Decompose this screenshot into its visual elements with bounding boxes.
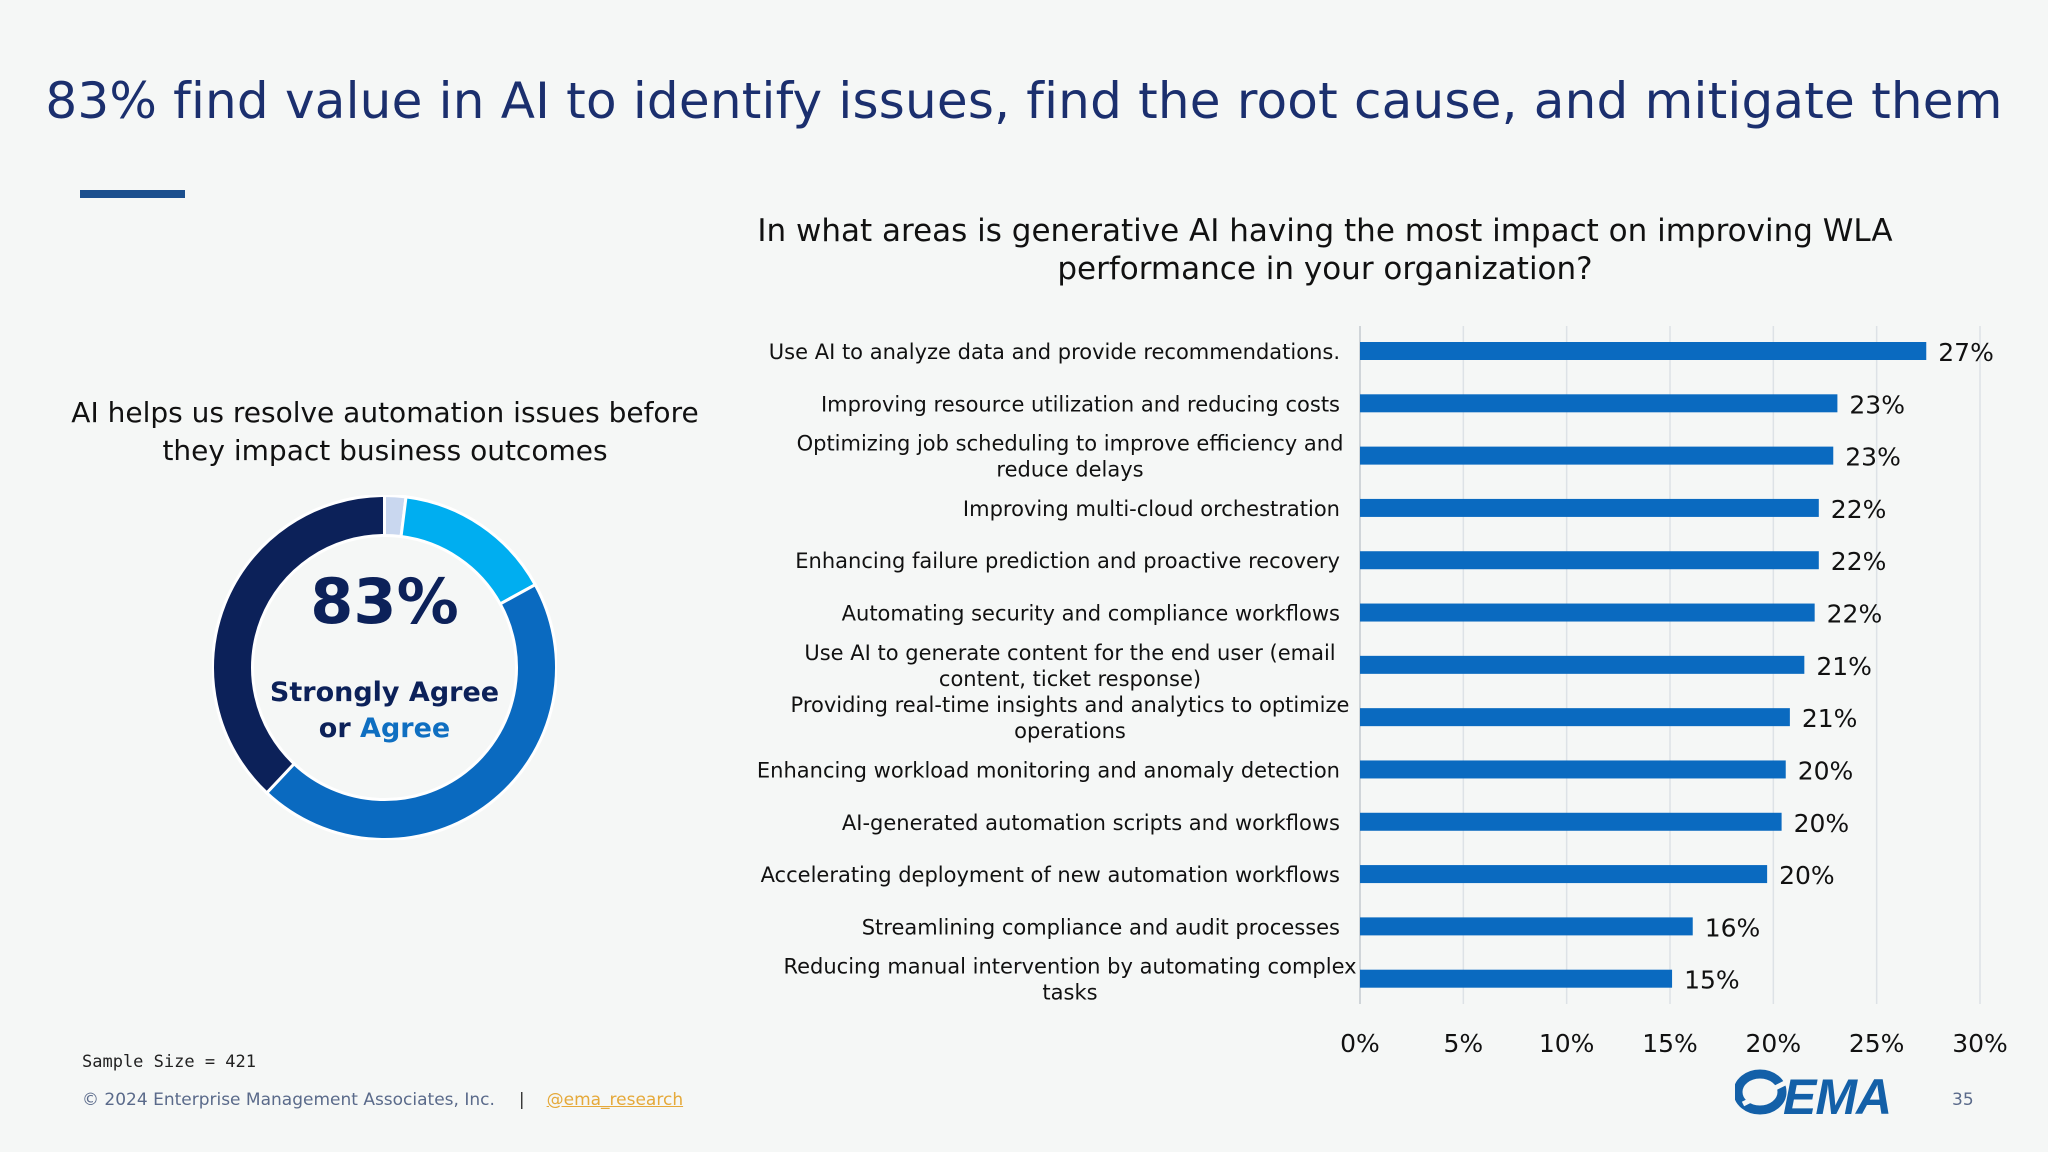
bar-value-label: 20% <box>1779 861 1835 890</box>
category-label: Accelerating deployment of new automatio… <box>761 863 1340 887</box>
donut-segment <box>211 493 386 796</box>
donut-label-line1: Strongly Agree <box>269 677 500 708</box>
x-tick-label: 20% <box>1746 1029 1802 1058</box>
bar-value-label: 23% <box>1845 443 1901 472</box>
bar <box>1360 655 1805 674</box>
donut-caption: AI helps us resolve automation issues be… <box>70 394 700 470</box>
bar <box>1360 498 1819 517</box>
bar-value-label: 22% <box>1831 495 1887 524</box>
bar <box>1360 603 1815 622</box>
category-label: Improving multi-cloud orchestration <box>963 497 1340 521</box>
bar-value-label: 21% <box>1816 652 1872 681</box>
footer: © 2024 Enterprise Management Associates,… <box>82 1090 683 1110</box>
donut-caption-line2: they impact business outcomes <box>162 434 608 467</box>
category-label: Providing real-time insights and analyti… <box>791 693 1350 743</box>
bar <box>1360 865 1768 884</box>
donut-caption-line1: AI helps us resolve automation issues be… <box>71 396 699 429</box>
x-tick-label: 15% <box>1642 1029 1698 1058</box>
bar <box>1360 812 1782 831</box>
donut-label-line2: or Agree <box>212 711 557 747</box>
bar <box>1360 760 1786 779</box>
ema-logo: EMA <box>1735 1064 1910 1126</box>
category-label: Use AI to analyze data and provide recom… <box>769 340 1340 364</box>
category-label: Enhancing workload monitoring and anomal… <box>757 758 1340 782</box>
category-label: Use AI to generate content for the end u… <box>804 641 1335 691</box>
category-label: AI-generated automation scripts and work… <box>842 811 1340 835</box>
bar <box>1360 551 1819 570</box>
donut-center-label: Strongly Agree or Agree <box>212 675 557 747</box>
category-label: Enhancing failure prediction and proacti… <box>795 549 1340 573</box>
bar-value-label: 22% <box>1827 600 1883 629</box>
bar <box>1360 917 1693 936</box>
x-tick-label: 10% <box>1539 1029 1595 1058</box>
x-tick-label: 25% <box>1849 1029 1905 1058</box>
footer-separator: | <box>518 1090 525 1110</box>
donut-label-agree: Agree <box>360 713 451 744</box>
logo-text: EMA <box>1783 1069 1892 1125</box>
donut-segment <box>264 582 559 842</box>
bar <box>1360 342 1927 360</box>
sample-size: Sample Size = 421 <box>82 1052 256 1072</box>
page-number: 35 <box>1952 1090 1974 1110</box>
bar-value-label: 16% <box>1705 913 1761 942</box>
category-label: Optimizing job scheduling to improve eff… <box>797 432 1344 482</box>
bar-value-label: 20% <box>1794 809 1850 838</box>
category-label: Automating security and compliance workf… <box>842 602 1340 626</box>
bar-value-label: 27% <box>1938 338 1994 367</box>
donut-chart: 83% Strongly Agree or Agree <box>211 493 559 842</box>
copyright-text: © 2024 Enterprise Management Associates,… <box>82 1090 495 1110</box>
slide-title: 83% find value in AI to identify issues,… <box>45 72 2003 130</box>
donut-svg <box>211 493 559 842</box>
category-label: Improving resource utilization and reduc… <box>821 392 1340 416</box>
donut-center-value: 83% <box>310 565 459 638</box>
bar <box>1360 969 1673 988</box>
bar <box>1360 446 1834 465</box>
x-tick-label: 0% <box>1340 1029 1380 1058</box>
bar-value-label: 21% <box>1802 704 1858 733</box>
bar-value-label: 15% <box>1684 966 1740 995</box>
bar <box>1360 708 1790 727</box>
chart-question-line2: performance in your organization? <box>1057 251 1593 287</box>
social-handle-link[interactable]: @ema_research <box>546 1090 684 1110</box>
ema-swoosh-icon <box>1735 1069 1789 1115</box>
donut-label-or: or <box>318 713 361 744</box>
bar <box>1360 394 1838 413</box>
category-label: Reducing manual intervention by automati… <box>783 955 1356 1005</box>
x-tick-label: 5% <box>1443 1029 1483 1058</box>
category-label: Streamlining compliance and audit proces… <box>862 915 1340 939</box>
bar-value-label: 20% <box>1798 756 1854 785</box>
chart-question-line1: In what areas is generative AI having th… <box>757 213 1893 249</box>
title-accent-bar <box>80 190 185 198</box>
bar-value-label: 23% <box>1849 390 1905 419</box>
bar-value-label: 22% <box>1831 547 1887 576</box>
x-tick-label: 30% <box>1952 1029 2008 1058</box>
chart-question: In what areas is generative AI having th… <box>740 212 1910 288</box>
